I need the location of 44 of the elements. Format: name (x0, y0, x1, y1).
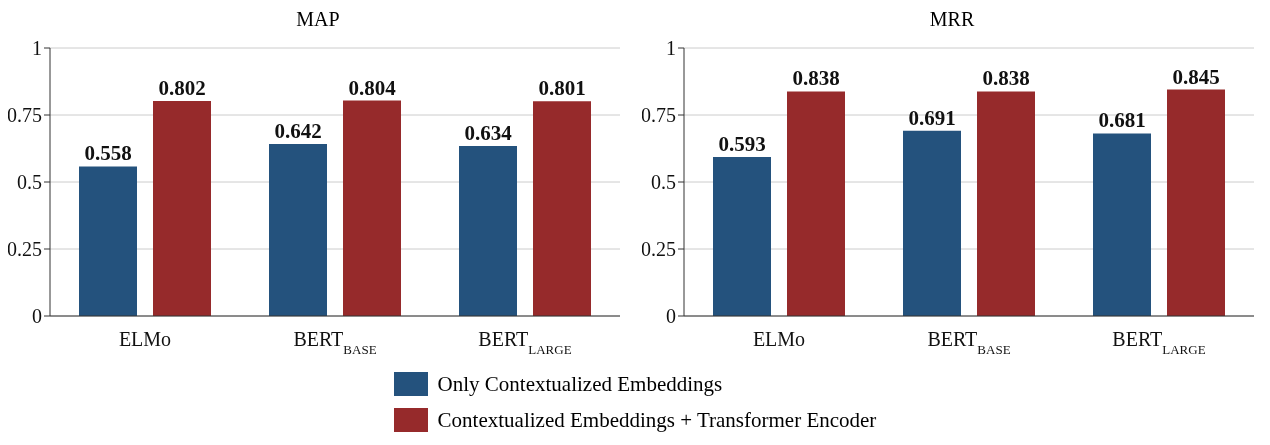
x-tick-label: BERT$_{BASE}$ (293, 328, 377, 357)
y-tick-label: 1 (666, 37, 676, 60)
bar (343, 100, 401, 316)
chart-title: MAP (295, 8, 341, 32)
x-tick-label: BERT$_{LARGE}$ (478, 328, 572, 357)
bar (903, 130, 961, 316)
x-tick-label: ELMo (752, 328, 806, 350)
data-label: 0.558 (84, 141, 132, 166)
data-label: 0.838 (792, 66, 840, 91)
bar (79, 166, 137, 316)
y-tick-label: 0.75 (641, 104, 676, 127)
x-tick-label: BERT$_{BASE}$ (927, 328, 1011, 357)
y-tick-label: 0.75 (7, 104, 42, 127)
y-tick-label: 1 (32, 37, 42, 60)
y-tick-label: 0.5 (651, 171, 676, 194)
x-tick-label: BERT$_{LARGE}$ (1112, 328, 1206, 357)
y-tick-label: 0.5 (17, 171, 42, 194)
bar (459, 146, 517, 316)
data-label: 0.681 (1098, 108, 1146, 133)
data-label: 0.838 (982, 66, 1030, 91)
y-tick-label: 0 (32, 305, 42, 328)
data-label: 0.642 (274, 118, 322, 143)
bar (713, 157, 771, 316)
y-tick-label: 0 (666, 305, 676, 328)
bar (787, 91, 845, 316)
legend-label: Contextualized Embeddings + Transformer Encoder (437, 407, 877, 433)
bar (977, 91, 1035, 316)
data-label: 0.691 (908, 105, 956, 130)
chart-title: MRR (928, 8, 976, 32)
y-tick-label: 0.25 (641, 238, 676, 261)
data-label: 0.801 (538, 76, 586, 101)
bar (1093, 133, 1151, 316)
bar (153, 101, 211, 316)
data-label: 0.802 (158, 76, 206, 101)
data-label: 0.804 (348, 75, 397, 100)
data-label: 0.634 (464, 121, 513, 146)
x-tick-label: ELMo (118, 328, 172, 350)
bar (269, 143, 327, 316)
y-tick-label: 0.25 (7, 238, 42, 261)
bar (1167, 89, 1225, 316)
bar (533, 101, 591, 316)
data-label: 0.593 (718, 132, 766, 157)
legend-label: Only Contextualized Embeddings (437, 371, 723, 397)
data-label: 0.845 (1172, 64, 1220, 89)
